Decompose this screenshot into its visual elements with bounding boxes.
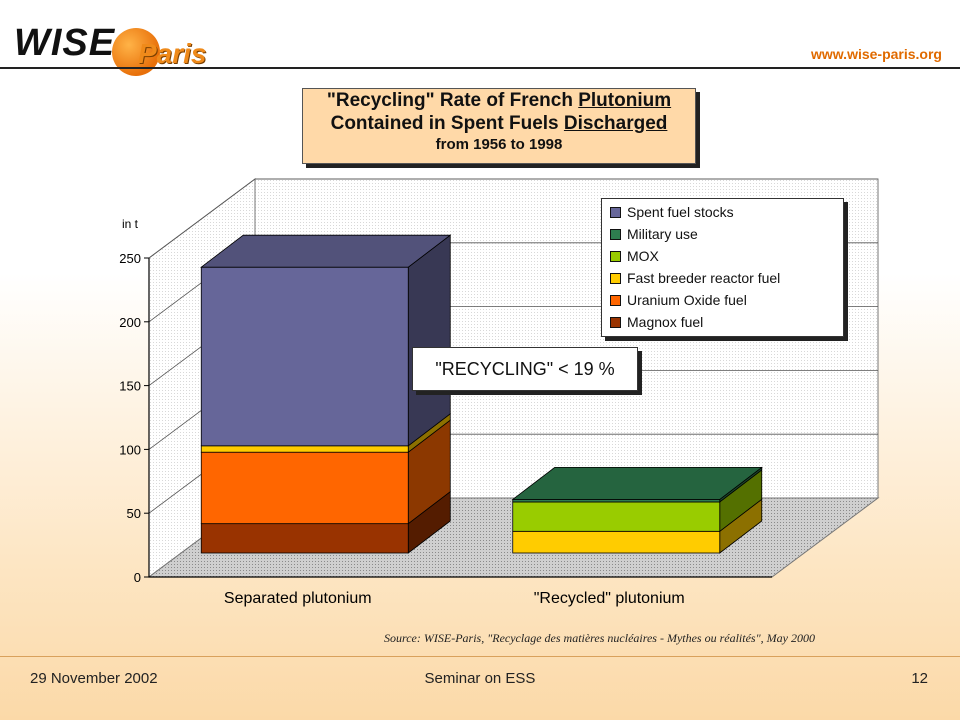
bar-segment-fast-breeder-reactor-fuel bbox=[200, 445, 409, 453]
legend-swatch bbox=[610, 272, 621, 284]
legend-label: Fast breeder reactor fuel bbox=[627, 270, 781, 286]
bar-top-face bbox=[511, 467, 763, 500]
title-line-2: Contained in Spent Fuels Discharged bbox=[303, 112, 695, 135]
bar-segment-mox bbox=[512, 501, 721, 532]
y-tick-label: 0 bbox=[134, 570, 141, 585]
legend-label: Uranium Oxide fuel bbox=[627, 292, 747, 308]
legend-label: MOX bbox=[627, 248, 659, 264]
y-tick-label: 200 bbox=[119, 315, 141, 330]
site-url-link[interactable]: www.wise-paris.org bbox=[811, 46, 942, 62]
legend-item: MOX bbox=[602, 245, 843, 267]
bar-top-face bbox=[200, 234, 452, 268]
x-category-label: Separated plutonium bbox=[224, 590, 372, 607]
title-line-1-text: "Recycling" Rate of French bbox=[326, 90, 579, 111]
legend-swatch bbox=[610, 294, 621, 306]
legend-swatch bbox=[610, 250, 621, 262]
legend-label: Spent fuel stocks bbox=[627, 204, 734, 220]
y-tick-label: 250 bbox=[119, 251, 141, 266]
title-line-3: from 1956 to 1998 bbox=[435, 136, 563, 153]
chart-legend: Spent fuel stocks Military use MOX Fast bre… bbox=[601, 198, 844, 337]
legend-swatch bbox=[610, 316, 621, 328]
source-note: Source: WISE-Paris, "Recyclage des matiè… bbox=[384, 631, 815, 645]
footer-page-number: 12 bbox=[911, 670, 928, 687]
bar-side-spent-fuel-stocks bbox=[407, 234, 451, 447]
legend-label: Military use bbox=[627, 226, 698, 242]
recycling-callout: "RECYCLING" < 19 % bbox=[412, 347, 638, 391]
legend-swatch bbox=[610, 206, 621, 218]
title-line-2-text: Contained in Spent Fuels bbox=[330, 113, 564, 134]
footer-event: Seminar on ESS bbox=[424, 670, 536, 687]
legend-swatch bbox=[610, 228, 621, 240]
y-tick-label: 100 bbox=[119, 442, 141, 457]
legend-item: Fast breeder reactor fuel bbox=[602, 267, 843, 289]
title-line-2-underlined: Discharged bbox=[563, 113, 668, 134]
y-unit-label: in t bbox=[122, 217, 139, 231]
y-tick-label: 150 bbox=[119, 379, 141, 394]
bar-segment-spent-fuel-stocks bbox=[200, 266, 409, 447]
gridline-250 bbox=[148, 178, 878, 259]
logo-wise: WISE bbox=[14, 22, 116, 64]
logo-paris: Paris bbox=[138, 38, 207, 69]
chart-title-box: "Recycling" Rate of French Plutonium Con… bbox=[302, 88, 696, 164]
bar-segment-uranium-oxide-fuel bbox=[200, 451, 409, 525]
legend-label: Magnox fuel bbox=[627, 314, 704, 330]
title-line-1-underlined: Plutonium bbox=[578, 90, 672, 111]
bar-segment-magnox-fuel bbox=[200, 523, 409, 554]
x-category-label: "Recycled" plutonium bbox=[534, 590, 685, 607]
y-tick-label: 50 bbox=[127, 506, 141, 521]
footer-date: 29 November 2002 bbox=[30, 670, 158, 687]
legend-item: Spent fuel stocks bbox=[602, 201, 843, 223]
footer-divider bbox=[0, 656, 960, 657]
legend-item: Military use bbox=[602, 223, 843, 245]
legend-item: Uranium Oxide fuel bbox=[602, 289, 843, 311]
header-divider bbox=[0, 67, 960, 69]
title-line-1: "Recycling" Rate of French Plutonium bbox=[303, 89, 695, 112]
legend-item: Magnox fuel bbox=[602, 311, 843, 333]
bar-segment-fast-breeder-reactor-fuel bbox=[512, 530, 721, 554]
